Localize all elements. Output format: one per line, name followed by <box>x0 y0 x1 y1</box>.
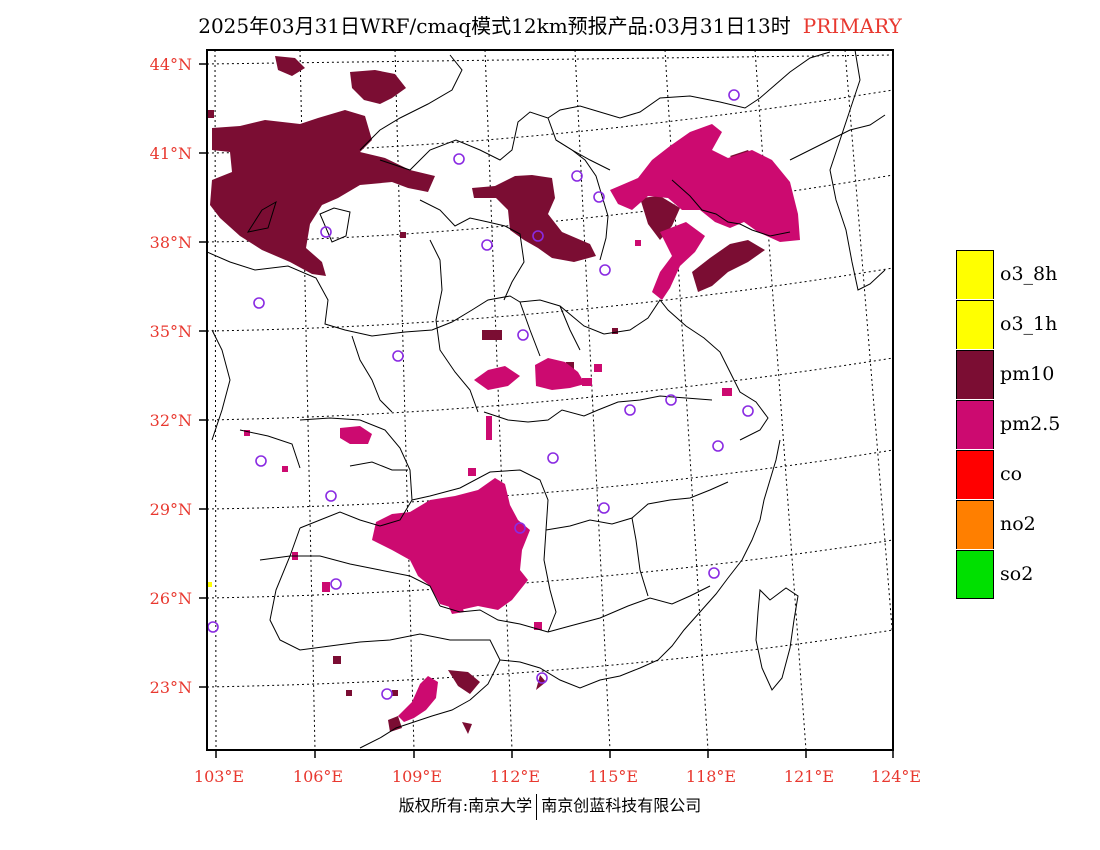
lon-label: 121°E <box>784 767 834 786</box>
title-primary-tag: PRIMARY <box>802 14 902 38</box>
legend-label: pm10 <box>1000 363 1055 385</box>
lon-label: 118°E <box>686 767 736 786</box>
lon-label: 124°E <box>871 767 921 786</box>
copyright-right: 南京创蓝科技有限公司 <box>541 796 702 815</box>
lat-label: 38°N <box>150 233 192 252</box>
legend-item-no2: no2 <box>956 499 1060 549</box>
lat-label: 44°N <box>150 55 192 74</box>
pm2-5-regions <box>244 124 800 722</box>
pm10-regions <box>207 56 765 734</box>
lat-label: 29°N <box>150 500 192 519</box>
copyright-left: 版权所有:南京大学 <box>398 796 533 815</box>
lat-label: 41°N <box>150 144 192 163</box>
legend-item-pm10: pm10 <box>956 349 1060 399</box>
legend-label: o3_1h <box>1000 313 1058 335</box>
legend-swatch <box>956 349 994 399</box>
map-frame <box>206 49 894 751</box>
axis-ticks <box>199 63 894 758</box>
legend-swatch <box>956 449 994 499</box>
legend-swatch <box>956 399 994 449</box>
lon-label: 106°E <box>293 767 343 786</box>
boundaries <box>207 50 886 749</box>
legend-swatch <box>956 249 994 299</box>
legend-item-o3-1h: o3_1h <box>956 299 1060 349</box>
lat-label: 23°N <box>150 678 192 697</box>
lon-label: 112°E <box>490 767 540 786</box>
legend-item-o3-8h: o3_8h <box>956 249 1060 299</box>
copyright-footer: 版权所有:南京大学 南京创蓝科技有限公司 <box>0 792 1100 820</box>
pollutant-legend: o3_8h o3_1h pm10 pm2.5 co no2 so2 <box>956 249 1060 599</box>
legend-label: pm2.5 <box>1000 413 1061 435</box>
lat-label: 35°N <box>150 322 192 341</box>
title-main: 2025年03月31日WRF/cmaq模式12km预报产品:03月31日13时 <box>198 14 791 38</box>
legend-label: no2 <box>1000 513 1036 535</box>
legend-item-pm2-5: pm2.5 <box>956 399 1060 449</box>
lon-label: 109°E <box>392 767 442 786</box>
latitude-labels: 44°N 41°N 38°N 35°N 32°N 29°N 26°N 23°N <box>150 55 192 697</box>
legend-swatch <box>956 299 994 349</box>
legend-label: so2 <box>1000 563 1034 585</box>
legend-label: o3_8h <box>1000 263 1058 285</box>
legend-swatch <box>956 549 994 599</box>
legend-item-so2: so2 <box>956 549 1060 599</box>
o3-speck <box>207 582 212 587</box>
legend-item-co: co <box>956 449 1060 499</box>
legend-label: co <box>1000 463 1023 485</box>
map-content <box>207 50 893 750</box>
lon-label: 103°E <box>194 767 244 786</box>
copyright-divider <box>536 793 538 820</box>
lat-label: 26°N <box>150 589 192 608</box>
legend-swatch <box>956 499 994 549</box>
longitude-labels: 103°E 106°E 109°E 112°E 115°E 118°E 121°… <box>194 767 921 786</box>
lat-label: 32°N <box>150 411 192 430</box>
map-title: 2025年03月31日WRF/cmaq模式12km预报产品:03月31日13时 P… <box>0 10 1100 39</box>
lon-label: 115°E <box>588 767 638 786</box>
station-markers <box>207 89 754 700</box>
